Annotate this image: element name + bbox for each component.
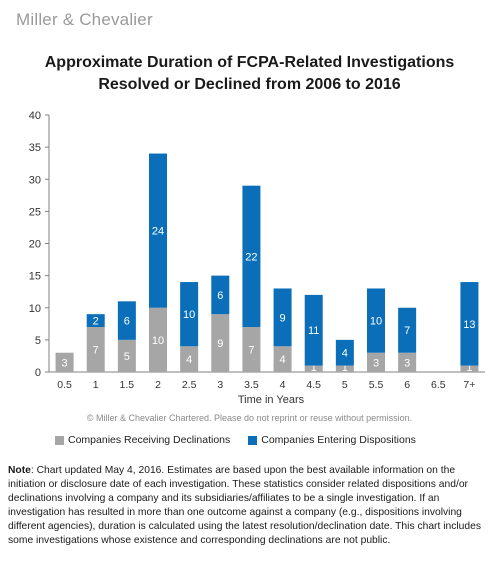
x-axis-title: Time in Years bbox=[238, 394, 305, 406]
x-tick-label: 1.5 bbox=[120, 379, 135, 391]
data-label-declinations: 10 bbox=[152, 335, 164, 347]
data-label-dispositions: 6 bbox=[124, 316, 130, 328]
x-tick-label: 6.5 bbox=[431, 379, 446, 391]
x-tick-label: 1 bbox=[93, 379, 99, 391]
legend-swatch-declinations bbox=[55, 435, 64, 445]
bar-declinations bbox=[242, 327, 261, 372]
legend-swatch-dispositions bbox=[248, 435, 258, 445]
x-tick-label: 2 bbox=[155, 379, 161, 391]
bar-dispositions bbox=[180, 282, 199, 347]
y-tick-label: 30 bbox=[29, 174, 41, 186]
data-label-declinations: 4 bbox=[280, 354, 286, 366]
y-tick-label: 35 bbox=[29, 142, 41, 154]
bar-dispositions bbox=[273, 288, 292, 347]
note-label: Note bbox=[8, 465, 31, 476]
brand-logo: Miller & Chevalier bbox=[16, 10, 153, 29]
data-label-dispositions: 24 bbox=[152, 226, 164, 238]
y-tick-label: 40 bbox=[29, 110, 41, 122]
x-tick-label: 5 bbox=[342, 379, 348, 391]
legend-label-declinations: Companies Receiving Declinations bbox=[68, 434, 231, 446]
data-label-declinations: 3 bbox=[62, 357, 68, 369]
data-label-declinations: 4 bbox=[186, 354, 192, 366]
bar-declinations bbox=[55, 352, 74, 372]
x-tick-label: 3 bbox=[217, 379, 223, 391]
data-label-declinations: 3 bbox=[404, 357, 410, 369]
x-tick-label: 5.5 bbox=[369, 379, 384, 391]
bar-declinations bbox=[117, 339, 136, 372]
bar-dispositions bbox=[242, 185, 261, 328]
chart-note: Note: Chart updated May 4, 2016. Estimat… bbox=[8, 464, 494, 548]
title-line-2: Resolved or Declined from 2006 to 2016 bbox=[98, 76, 401, 93]
data-label-declinations: 7 bbox=[248, 345, 254, 357]
bar-declinations bbox=[180, 346, 199, 372]
x-tick-label: 0.5 bbox=[57, 379, 72, 391]
bar-declinations bbox=[398, 352, 417, 372]
chart-legend: Companies Receiving Declinations Compani… bbox=[55, 434, 416, 446]
data-label-declinations: 3 bbox=[373, 357, 379, 369]
data-label-dispositions: 2 bbox=[93, 316, 99, 328]
chart-title: Approximate Duration of FCPA-Related Inv… bbox=[0, 52, 499, 96]
data-label-dispositions: 10 bbox=[183, 309, 195, 321]
bar-declinations bbox=[460, 365, 479, 372]
x-tick-label: 4 bbox=[280, 379, 286, 391]
bar-dispositions bbox=[211, 275, 230, 315]
y-tick-label: 0 bbox=[35, 367, 41, 379]
data-label-dispositions: 7 bbox=[404, 325, 410, 337]
bar-declinations bbox=[367, 352, 385, 372]
data-label-declinations: 1 bbox=[342, 362, 348, 374]
bar-chart: 051015202530354030.5721561.5102424102.59… bbox=[29, 110, 485, 406]
bar-dispositions bbox=[367, 288, 385, 353]
bar-declinations bbox=[211, 314, 230, 372]
data-label-declinations: 1 bbox=[466, 362, 472, 374]
copyright-notice: © Miller & Chevalier Chartered. Please d… bbox=[86, 413, 413, 423]
bar-dispositions bbox=[149, 153, 167, 308]
x-tick-label: 4.5 bbox=[306, 379, 321, 391]
data-label-dispositions: 11 bbox=[308, 325, 319, 337]
bar-dispositions bbox=[304, 294, 323, 366]
legend-item-dispositions: Companies Entering Dispositions bbox=[248, 434, 416, 446]
x-tick-label: 6 bbox=[404, 379, 410, 391]
note-text: : Chart updated May 4, 2016. Estimates a… bbox=[8, 465, 481, 546]
x-tick-label: 7+ bbox=[463, 379, 475, 391]
data-label-dispositions: 9 bbox=[280, 312, 286, 324]
bar-declinations bbox=[335, 365, 354, 372]
y-tick-label: 25 bbox=[29, 206, 41, 218]
bar-dispositions bbox=[460, 282, 479, 366]
data-label-dispositions: 6 bbox=[217, 290, 223, 302]
x-tick-label: 3.5 bbox=[244, 379, 259, 391]
bar-declinations bbox=[304, 365, 323, 372]
x-tick-label: 2.5 bbox=[182, 379, 197, 391]
data-label-declinations: 1 bbox=[311, 362, 317, 374]
bar-dispositions bbox=[117, 301, 136, 340]
data-label-declinations: 7 bbox=[93, 345, 99, 357]
data-label-declinations: 5 bbox=[124, 351, 130, 363]
bar-dispositions bbox=[398, 307, 417, 353]
legend-label-dispositions: Companies Entering Dispositions bbox=[261, 434, 416, 446]
data-label-dispositions: 13 bbox=[463, 319, 475, 331]
y-tick-label: 10 bbox=[29, 303, 41, 315]
title-line-1: Approximate Duration of FCPA-Related Inv… bbox=[44, 54, 455, 71]
bar-dispositions bbox=[86, 314, 105, 328]
data-label-dispositions: 22 bbox=[245, 251, 257, 263]
y-tick-label: 20 bbox=[29, 239, 41, 251]
data-label-dispositions: 4 bbox=[342, 348, 348, 360]
data-label-dispositions: 10 bbox=[370, 316, 382, 328]
data-label-declinations: 9 bbox=[217, 338, 223, 350]
bar-declinations bbox=[273, 346, 292, 372]
bar-dispositions bbox=[335, 339, 354, 366]
y-tick-label: 15 bbox=[29, 271, 41, 283]
bar-declinations bbox=[86, 327, 105, 372]
y-tick-label: 5 bbox=[35, 335, 41, 347]
bar-declinations bbox=[149, 307, 167, 372]
legend-item-declinations: Companies Receiving Declinations bbox=[55, 434, 230, 446]
